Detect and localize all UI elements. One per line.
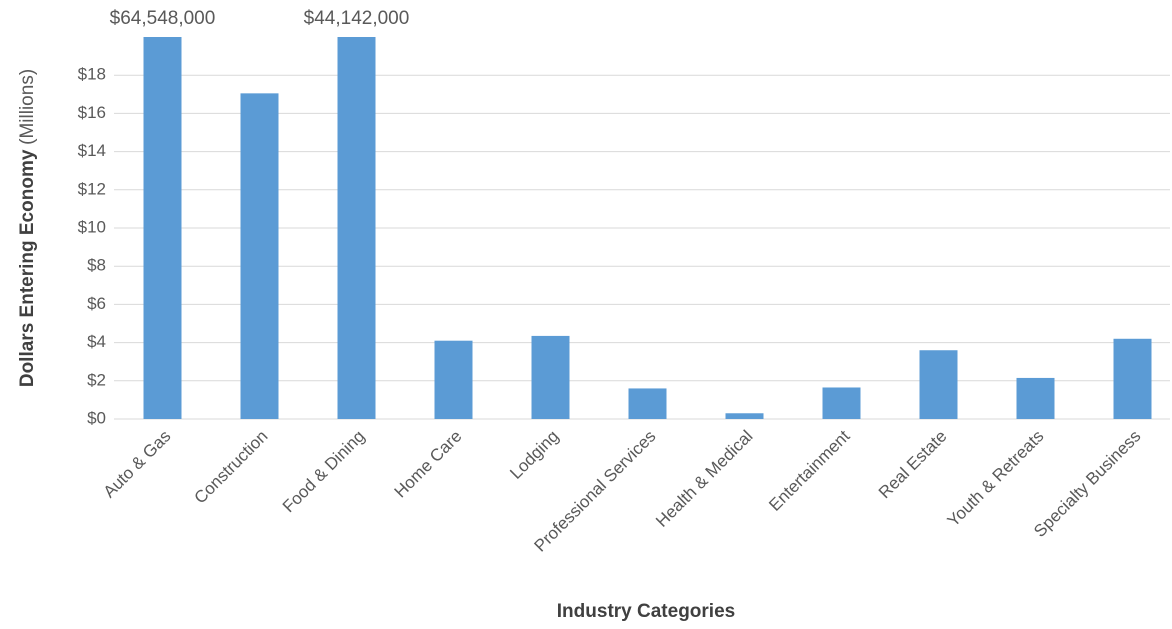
- y-axis-title-note: (Millions): [17, 69, 38, 145]
- grid: [114, 74, 1170, 420]
- y-tick-label: $6: [87, 294, 106, 313]
- y-tick-label: $8: [87, 256, 106, 275]
- x-tick-label: Construction: [191, 427, 272, 508]
- y-axis-title: Dollars Entering Economy (Millions): [17, 69, 38, 387]
- x-tick-label: Home Care: [391, 427, 466, 502]
- bar: [628, 388, 667, 419]
- y-tick-label: $18: [78, 65, 106, 84]
- x-tick-label: Entertainment: [765, 426, 853, 514]
- x-axis-title: Industry Categories: [557, 601, 735, 622]
- bar: [434, 340, 473, 419]
- bar: [725, 413, 764, 419]
- bar: [337, 37, 376, 419]
- bar: [1016, 377, 1055, 419]
- data-label: $44,142,000: [304, 8, 410, 29]
- y-axis-title-main: Dollars Entering Economy: [17, 149, 38, 387]
- x-tick-label: Food & Dining: [279, 427, 369, 517]
- bar: [919, 350, 958, 419]
- x-tick-label: Specialty Business: [1030, 427, 1144, 541]
- x-tick-label: Auto & Gas: [100, 427, 175, 502]
- x-tick-label: Lodging: [506, 427, 562, 483]
- x-tick-label: Real Estate: [875, 427, 951, 503]
- y-tick-label: $0: [87, 408, 106, 427]
- y-tick-label: $2: [87, 370, 106, 389]
- y-tick-label: $16: [78, 103, 106, 122]
- bar: [531, 335, 570, 419]
- bar: [822, 387, 861, 419]
- bar: [1113, 338, 1152, 419]
- bars: [143, 37, 1152, 419]
- bar: [143, 37, 182, 419]
- y-tick-label: $12: [78, 179, 106, 198]
- y-tick-label: $14: [78, 141, 106, 160]
- x-tick-label: Health & Medical: [652, 427, 756, 531]
- x-tick-label: Youth & Retreats: [944, 427, 1048, 531]
- data-label: $64,548,000: [110, 8, 216, 29]
- bar: [240, 93, 279, 419]
- y-tick-label: $10: [78, 217, 106, 236]
- y-tick-label: $4: [87, 332, 106, 351]
